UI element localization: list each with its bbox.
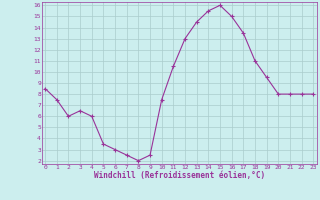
X-axis label: Windchill (Refroidissement éolien,°C): Windchill (Refroidissement éolien,°C)	[94, 171, 265, 180]
